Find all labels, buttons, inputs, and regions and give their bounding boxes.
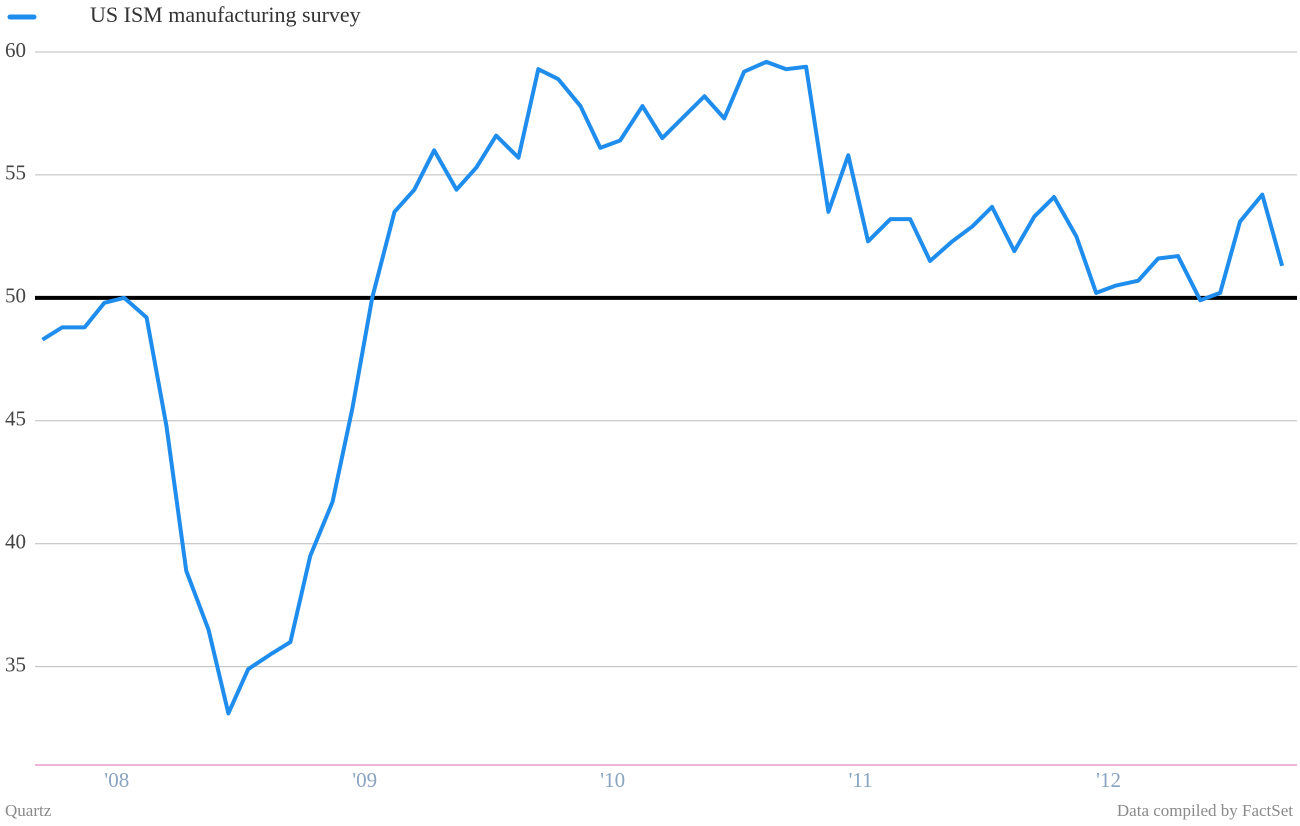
x-tick-label: '10 bbox=[600, 768, 625, 792]
y-tick-label: 45 bbox=[5, 407, 26, 431]
y-tick-label: 35 bbox=[5, 652, 26, 676]
y-tick-label: 40 bbox=[5, 530, 26, 554]
y-tick-label: 50 bbox=[5, 284, 26, 308]
data-line bbox=[41, 59, 1285, 716]
x-tick-label: '09 bbox=[352, 768, 377, 792]
y-tick-label: 55 bbox=[5, 161, 26, 185]
legend-label: US ISM manufacturing survey bbox=[90, 2, 361, 27]
credit: Quartz bbox=[5, 801, 52, 820]
y-tick-label: 60 bbox=[5, 38, 26, 62]
x-tick-label: '08 bbox=[104, 768, 129, 792]
x-tick-label: '12 bbox=[1096, 768, 1121, 792]
source: Data compiled by FactSet bbox=[1117, 801, 1293, 820]
x-tick-label: '11 bbox=[849, 768, 873, 792]
